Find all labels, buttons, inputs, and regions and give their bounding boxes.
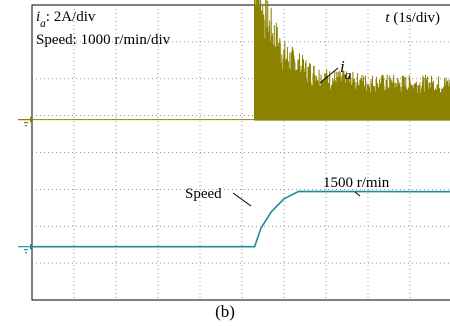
speed-series-label: Speed (185, 186, 222, 202)
current-label-leader (319, 67, 339, 84)
speed-scale-label: Speed: 1000 r/min/div (36, 32, 171, 48)
current-trace (32, 0, 450, 121)
time-scale-label: t (1s/div) (385, 10, 440, 26)
speed-label-leader (232, 192, 252, 207)
current-series-label: ia (340, 57, 351, 82)
figure-caption: (b) (215, 302, 235, 321)
speed-trace (32, 190, 450, 248)
annotation-leader (354, 191, 361, 197)
speed-annotation: 1500 r/min (323, 175, 390, 191)
current-scale-label: ia: 2A/div (36, 9, 96, 30)
